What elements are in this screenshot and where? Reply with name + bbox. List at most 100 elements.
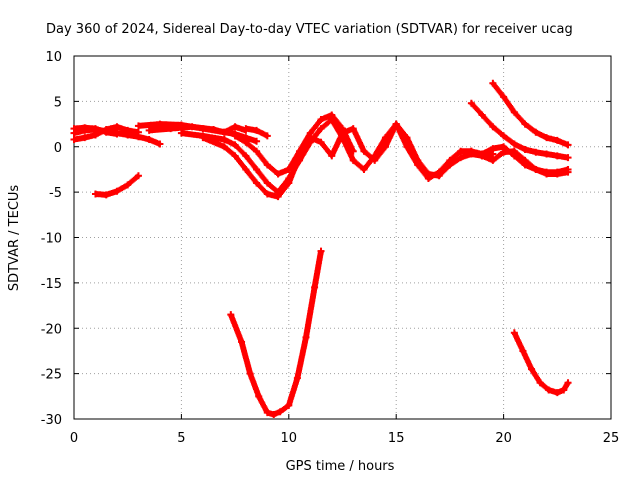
- data-point: [263, 132, 271, 140]
- data-point: [263, 409, 271, 417]
- data-point: [253, 179, 261, 187]
- y-tick-label: 10: [45, 50, 62, 65]
- y-tick-label: -30: [41, 413, 62, 428]
- axis-ticks: 0 5 10 15 20 25 10 5 0 -5 -10 -15 -20 -25 -30: [41, 50, 620, 446]
- data-point: [285, 165, 293, 173]
- data-point: [467, 147, 475, 155]
- data-point: [263, 190, 271, 198]
- data-series: [70, 79, 572, 418]
- data-point: [457, 147, 465, 155]
- data-point: [424, 175, 432, 183]
- data-point: [306, 129, 314, 137]
- data-point: [102, 126, 110, 134]
- data-point: [91, 125, 99, 133]
- data-point: [414, 161, 422, 169]
- data-point: [510, 329, 518, 337]
- y-tick-label: 5: [54, 95, 62, 110]
- data-point: [489, 79, 497, 87]
- data-point: [113, 130, 121, 138]
- data-point: [253, 165, 261, 173]
- data-point: [489, 145, 497, 153]
- data-point: [545, 386, 553, 394]
- data-point: [231, 152, 239, 160]
- data-point: [210, 126, 218, 134]
- data-point: [220, 128, 228, 136]
- y-tick-label: -25: [41, 368, 62, 383]
- y-tick-label: 0: [54, 141, 62, 156]
- data-point: [134, 122, 142, 130]
- data-point: [489, 156, 497, 164]
- data-point: [276, 408, 284, 416]
- data-point: [263, 179, 271, 187]
- data-point: [81, 134, 89, 142]
- data-point: [238, 338, 246, 346]
- data-point: [532, 165, 540, 173]
- data-point: [489, 123, 497, 131]
- data-point: [242, 152, 250, 160]
- y-tick-label: -5: [49, 186, 62, 201]
- data-point: [231, 123, 239, 131]
- data-point: [536, 379, 544, 387]
- data-point: [302, 333, 310, 341]
- data-point: [311, 283, 319, 291]
- x-tick-label: 20: [495, 431, 512, 446]
- data-point: [246, 370, 254, 378]
- data-point: [220, 143, 228, 151]
- data-point: [532, 128, 540, 136]
- data-point: [317, 138, 325, 146]
- grid-lines: [74, 56, 611, 419]
- data-point: [564, 168, 572, 176]
- data-point: [360, 165, 368, 173]
- series-track-l: [489, 79, 572, 149]
- chart-title: Day 360 of 2024, Sidereal Day-to-day VTE…: [46, 22, 573, 37]
- data-point: [478, 152, 486, 160]
- data-point: [478, 111, 486, 119]
- data-point: [231, 141, 239, 149]
- data-point: [317, 125, 325, 133]
- data-point: [242, 165, 250, 173]
- y-tick-label: -15: [41, 277, 62, 292]
- data-point: [435, 168, 443, 176]
- data-point: [553, 136, 561, 144]
- data-point: [296, 147, 304, 155]
- data-point: [543, 170, 551, 178]
- data-point: [231, 132, 239, 140]
- data-point: [167, 125, 175, 133]
- x-tick-label: 0: [70, 431, 78, 446]
- data-point: [156, 140, 164, 148]
- data-point: [564, 154, 572, 162]
- data-point: [543, 150, 551, 158]
- data-point: [500, 132, 508, 140]
- series-track-c: [70, 123, 142, 143]
- data-point: [510, 147, 518, 155]
- data-point: [70, 125, 78, 133]
- data-point: [360, 147, 368, 155]
- data-point: [467, 99, 475, 107]
- data-point: [134, 172, 142, 180]
- data-point: [510, 140, 518, 148]
- series-track-n: [478, 147, 572, 178]
- data-point: [446, 156, 454, 164]
- data-point: [70, 135, 78, 143]
- data-point: [521, 156, 529, 164]
- data-point: [102, 191, 110, 199]
- y-tick-label: -10: [41, 232, 62, 247]
- data-point: [553, 152, 561, 160]
- data-point: [285, 401, 293, 409]
- data-point: [317, 116, 325, 124]
- series-trace: [178, 116, 496, 196]
- data-point: [242, 125, 250, 133]
- y-axis-label: SDTVAR / TECUs: [7, 185, 22, 292]
- series-track-k: [467, 99, 572, 162]
- x-tick-label: 15: [388, 431, 405, 446]
- data-point: [543, 134, 551, 142]
- data-point: [553, 389, 561, 397]
- plot-frame: [73, 55, 612, 420]
- data-point: [328, 111, 336, 119]
- x-tick-label: 5: [177, 431, 185, 446]
- data-point: [81, 124, 89, 132]
- series-track-i: [231, 111, 357, 178]
- series-trace: [227, 248, 324, 418]
- data-point: [91, 190, 99, 198]
- y-tick-label: -20: [41, 322, 62, 337]
